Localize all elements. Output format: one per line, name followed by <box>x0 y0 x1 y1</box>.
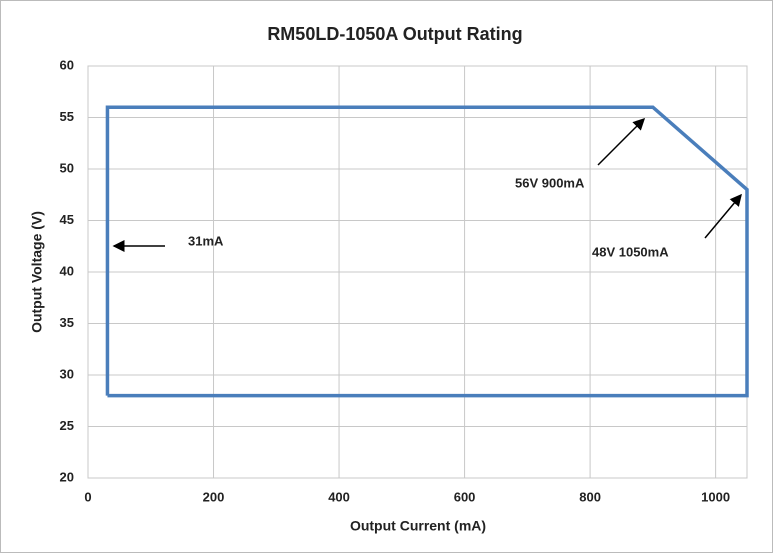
x-tick-label: 200 <box>203 489 225 504</box>
x-tick-label: 600 <box>454 489 476 504</box>
x-tick-label: 1000 <box>701 489 730 504</box>
annotation: 31mA <box>188 233 224 248</box>
annotation: 56V 900mA <box>515 175 585 190</box>
y-tick-label: 45 <box>60 212 74 227</box>
annotation-arrow <box>597 117 646 166</box>
y-tick-label: 25 <box>60 418 74 433</box>
x-tick-label: 400 <box>328 489 350 504</box>
y-tick-label: 20 <box>60 469 74 484</box>
chart-title: RM50LD-1050A Output Rating <box>267 24 522 44</box>
y-tick-label: 30 <box>60 366 74 381</box>
x-axis-label: Output Current (mA) <box>350 518 486 534</box>
y-axis-label: Output Voltage (V) <box>29 211 45 333</box>
y-tick-label: 55 <box>60 109 74 124</box>
series-line <box>105 105 749 398</box>
y-tick-label: 40 <box>60 263 74 278</box>
x-tick-label: 0 <box>84 489 91 504</box>
x-tick-label: 800 <box>579 489 601 504</box>
annotation-arrow <box>704 193 742 239</box>
y-tick-label: 60 <box>60 57 74 72</box>
y-tick-label: 35 <box>60 315 74 330</box>
y-tick-label: 50 <box>60 160 74 175</box>
annotation: 48V 1050mA <box>592 244 669 259</box>
